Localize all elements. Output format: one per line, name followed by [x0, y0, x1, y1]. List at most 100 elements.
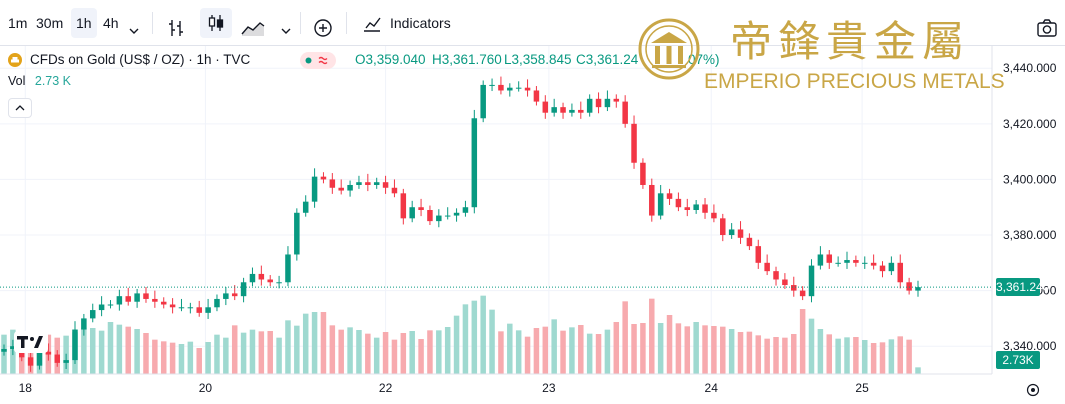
- candle-body: [98, 304, 105, 311]
- interval-30m-button[interactable]: 30m: [36, 15, 64, 31]
- candle-body: [835, 262, 841, 264]
- y-tick-label: 3,440.000: [1003, 61, 1057, 75]
- candle-body: [524, 87, 531, 91]
- volume-bar: [684, 326, 691, 374]
- candle-body: [36, 351, 43, 366]
- candle-body: [533, 90, 540, 102]
- time-axis: 18 20 22 23 24 25: [19, 381, 869, 395]
- volume-bar: [649, 298, 655, 374]
- settings-icon[interactable]: [1026, 383, 1040, 397]
- volume-bar: [702, 325, 708, 374]
- candle-body: [746, 237, 753, 247]
- interval-1h-button[interactable]: 1h: [71, 8, 97, 38]
- y-tick-label: 3,400.000: [1003, 172, 1057, 186]
- gold-symbol-icon[interactable]: [8, 53, 22, 67]
- candle-body: [400, 193, 407, 219]
- volume-bar: [347, 327, 353, 374]
- x-tick-label: 23: [542, 381, 556, 395]
- price-chart[interactable]: 3,340.0003,360.0003,380.0003,400.0003,42…: [0, 46, 1065, 404]
- interval-1m-button[interactable]: 1m: [8, 15, 28, 31]
- volume-bar: [835, 338, 841, 374]
- volume-bar: [453, 315, 460, 374]
- candle-body: [764, 262, 770, 272]
- volume-bar: [249, 329, 256, 374]
- candle-body: [81, 318, 87, 330]
- volume-bar: [81, 327, 87, 374]
- interval-4h-button[interactable]: 4h: [103, 15, 119, 31]
- volume-bar: [737, 332, 744, 374]
- volume-bar: [773, 337, 779, 374]
- candle-body: [675, 198, 682, 208]
- candle-body: [693, 204, 699, 210]
- candle-body: [471, 118, 478, 208]
- chart-type-chevron-icon[interactable]: [280, 16, 292, 46]
- volume-bar: [409, 331, 415, 374]
- candle-body: [737, 229, 744, 238]
- candle-body: [54, 354, 60, 363]
- volume-bar: [320, 312, 327, 374]
- candlesticks: [1, 76, 921, 372]
- volume-bar: [613, 322, 620, 374]
- market-status-badge[interactable]: [300, 52, 336, 69]
- volume-bar: [205, 342, 211, 374]
- candle-body: [320, 176, 327, 180]
- tradingview-logo-icon[interactable]: [14, 331, 48, 353]
- last-price-tag: 3,361.240: [996, 278, 1050, 297]
- ohlc-low: L3,358.845: [504, 52, 572, 67]
- volume-bar: [152, 339, 158, 374]
- candle-body: [657, 193, 664, 216]
- y-tick-label: 3,380.000: [1003, 228, 1057, 242]
- area-chart-icon[interactable]: [240, 13, 266, 43]
- x-tick-label: 20: [199, 381, 213, 395]
- candle-body: [720, 218, 726, 236]
- compare-add-icon[interactable]: [313, 13, 333, 43]
- x-tick-label: 24: [705, 381, 719, 395]
- candle-body: [578, 109, 584, 113]
- volume-bar: [240, 332, 247, 374]
- candle-body: [569, 109, 575, 113]
- volume-bar: [373, 337, 380, 374]
- candle-body: [27, 357, 34, 366]
- volume-bar: [134, 329, 140, 374]
- bars-chart-icon[interactable]: [166, 13, 186, 43]
- candle-body: [755, 246, 762, 263]
- volume-bar: [507, 323, 513, 374]
- candle-body: [63, 360, 69, 363]
- volume-bar: [782, 337, 788, 374]
- volume-bar: [391, 339, 398, 374]
- volume-bar: [586, 333, 593, 374]
- candle-body: [480, 84, 486, 119]
- candle-body: [560, 107, 566, 113]
- candle-body: [622, 101, 628, 124]
- volume-bar: [480, 295, 486, 374]
- volume-bar: [640, 323, 646, 374]
- candle-body: [826, 254, 833, 263]
- candle-body: [214, 298, 220, 308]
- symbol-title[interactable]: CFDs on Gold (US$ / OZ) · 1h · TVC: [30, 52, 251, 67]
- volume-bar: [311, 312, 318, 374]
- candle-body: [152, 298, 158, 302]
- candle-body: [542, 101, 549, 113]
- volume-bar: [125, 326, 131, 374]
- volume-bar: [400, 333, 407, 374]
- volume-bar: [906, 339, 912, 374]
- volume-bar: [143, 333, 149, 374]
- candle-body: [613, 98, 620, 102]
- volume-bar: [356, 330, 362, 374]
- candle-body: [258, 273, 265, 280]
- candle-body: [799, 290, 806, 297]
- volume-bar: [862, 340, 868, 374]
- camera-icon[interactable]: [1036, 13, 1058, 43]
- volume-bars: [1, 295, 921, 374]
- candle-body: [782, 279, 788, 286]
- candle-body: [223, 293, 229, 299]
- ohlc-close: C3,361.24: [576, 52, 639, 67]
- volume-bar: [524, 336, 531, 374]
- collapse-legend-button[interactable]: [8, 98, 32, 118]
- volume-bar: [107, 322, 114, 374]
- candles-chart-button[interactable]: [200, 8, 232, 38]
- volume-label: Vol: [8, 74, 26, 88]
- volume-bar: [116, 324, 123, 374]
- chevron-down-icon[interactable]: [128, 16, 140, 46]
- volume-bar: [808, 318, 815, 374]
